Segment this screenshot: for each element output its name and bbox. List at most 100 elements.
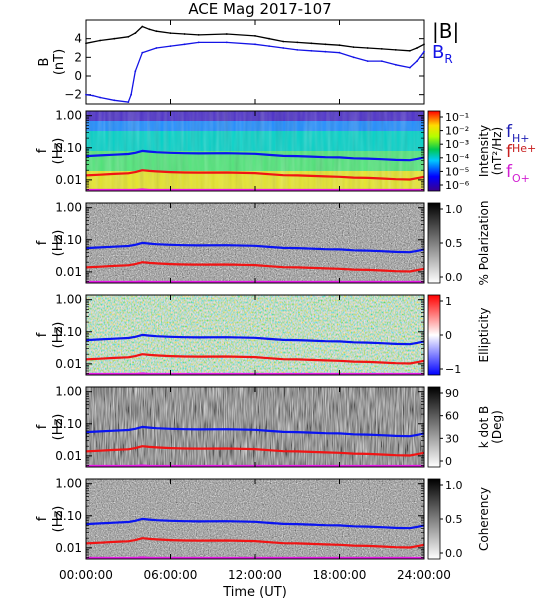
point-total-0 <box>85 42 87 45</box>
point-radial-25 <box>416 60 418 62</box>
ell-cbar-label-2: −1 <box>445 363 461 376</box>
psd-cbar-label-4: 10⁻⁵ <box>445 165 469 178</box>
spectrogram-overlays: 1.000.100.01f (Hz)10⁻¹10⁻²10⁻³10⁻⁴10⁻⁵10⁻… <box>35 109 504 560</box>
ell-cbar-title: Ellipticity <box>477 308 491 363</box>
time-tick-label-0: 00:00:00 <box>59 568 113 582</box>
coh-ytick-label-1: 0.10 <box>55 509 82 523</box>
ell-cbar-label-1: 0 <box>445 329 452 342</box>
point-total-20 <box>366 47 369 49</box>
point-total-15 <box>296 41 299 44</box>
legend-fh-main: f <box>506 122 513 142</box>
time-tick-label-3: 18:00:00 <box>313 568 367 582</box>
point-total-10 <box>197 34 200 36</box>
colorbar-coherency <box>427 478 441 560</box>
ell-line-fHe <box>85 353 425 365</box>
ell-ytick-label-1: 0.10 <box>55 325 82 339</box>
legend-fo: fO+ <box>506 162 530 185</box>
legend-fhe: fHe+ <box>506 142 536 162</box>
point-radial-3 <box>113 99 116 102</box>
point-radial-19 <box>338 51 341 54</box>
point-radial-15 <box>282 47 285 49</box>
psd-ylabel: f <box>35 148 50 153</box>
coh-cbar-label-2: 0.0 <box>445 547 463 560</box>
mag-ytick-label-0: −2 <box>64 88 82 102</box>
coh-cbar-title: Coherency <box>477 487 491 551</box>
point-total-6 <box>148 28 151 31</box>
kdb-line-fO <box>86 464 424 468</box>
kdb-cbar-label-2: 30 <box>445 432 459 445</box>
coh-line-fHe <box>85 537 425 549</box>
point-radial-9 <box>169 45 172 47</box>
pol-cbar-label-2: 0.0 <box>445 271 463 284</box>
point-total-24 <box>416 47 418 49</box>
point-radial-17 <box>310 49 313 52</box>
spectrogram-panels <box>86 111 424 559</box>
coh-ylabel-unit: (Hz) <box>51 506 66 533</box>
mag-ytick-label-1: 0 <box>74 69 82 83</box>
time-axis: 00:00:00 06:00:00 12:00:00 18:00:00 24:00:00 <box>59 568 451 582</box>
point-radial-12 <box>225 41 228 44</box>
point-total-18 <box>338 44 341 47</box>
psd-ytick-label-1: 0.10 <box>55 141 82 155</box>
kdb-line-fHe <box>85 445 425 457</box>
legend-mag-radial: BR <box>432 42 453 66</box>
psd-line-fHe <box>85 169 425 181</box>
coh-ylabel: f <box>35 516 50 521</box>
mag-ytick-label-3: 4 <box>74 32 82 46</box>
point-total-3 <box>127 35 130 38</box>
coh-overlay: 1.00 0.10 0.01 f (Hz) 1.0 0.5 0.0 Coherency <box>35 477 491 560</box>
mag-y-axis: −2 0 2 4 <box>64 20 425 104</box>
ell-ytick-label-0: 1.00 <box>55 293 82 307</box>
pol-cbar-title: % Polarization <box>477 201 491 286</box>
point-radial-13 <box>254 43 256 46</box>
point-radial-11 <box>197 41 200 44</box>
colorbars <box>427 110 441 560</box>
kdb-ytick-label-0: 1.00 <box>55 385 82 399</box>
pol-line-fH <box>85 241 425 254</box>
point-radial-14 <box>268 45 270 47</box>
point-radial-23 <box>394 63 397 66</box>
mag-ylabel: B <box>37 58 52 67</box>
point-total-1 <box>99 39 101 42</box>
pol-ytick-label-1: 0.10 <box>55 233 82 247</box>
point-radial-7 <box>141 51 144 54</box>
kdb-ylabel: f <box>35 424 50 429</box>
legend-mag-radial-main: B <box>432 42 444 63</box>
point-total-8 <box>169 32 172 34</box>
point-total-11 <box>225 33 228 35</box>
pol-line-fHe <box>85 261 425 273</box>
point-radial-16 <box>296 49 299 51</box>
legend-fhe-sub: He+ <box>512 142 536 155</box>
pol-overlay: 1.00 0.10 0.01 f (Hz) 1.0 0.5 0.0 % Polarization <box>35 201 491 286</box>
ell-cbar-label-0: 1 <box>445 295 452 308</box>
psd-ylabel-unit: (Hz) <box>51 138 66 165</box>
ell-line-fO <box>86 372 424 376</box>
pol-ytick-label-2: 0.01 <box>55 265 82 279</box>
legend-fo-sub: O+ <box>512 172 530 185</box>
point-radial-26 <box>423 50 425 53</box>
mag-series-group <box>85 25 425 103</box>
point-radial-18 <box>324 50 327 53</box>
psd-cbar-label-5: 10⁻⁶ <box>445 179 470 192</box>
kdb-line-fH <box>85 425 425 438</box>
point-total-13 <box>268 37 270 40</box>
ell-overlay: 1.00 0.10 0.01 f (Hz) 1 0 −1 Ellipticity <box>35 293 491 376</box>
kdb-ytick-label-1: 0.10 <box>55 417 82 431</box>
psd-cbar-label-3: 10⁻⁴ <box>445 152 470 165</box>
kdb-cbar-unit: (Deg) <box>490 410 504 444</box>
series-line-radial <box>85 41 425 103</box>
point-total-7 <box>155 30 158 33</box>
kdb-cbar-label-1: 60 <box>445 410 459 423</box>
point-total-22 <box>394 49 397 51</box>
point-radial-2 <box>99 96 101 99</box>
colorbar-psd <box>427 110 441 192</box>
time-axis-label: Time (UT) <box>222 585 287 600</box>
kdb-cbar-label-0: 90 <box>445 387 459 400</box>
psd-ytick-label-2: 0.01 <box>55 173 82 187</box>
pol-cbar-label-1: 0.5 <box>445 237 463 250</box>
psd-overlay: 1.00 0.10 0.01 f (Hz) 10⁻¹10⁻²10⁻³10⁻⁴10⁻⁵10⁻… <box>35 109 504 192</box>
psd-cbar-label-2: 10⁻³ <box>445 138 469 151</box>
point-total-9 <box>183 33 186 35</box>
point-total-2 <box>113 37 116 40</box>
